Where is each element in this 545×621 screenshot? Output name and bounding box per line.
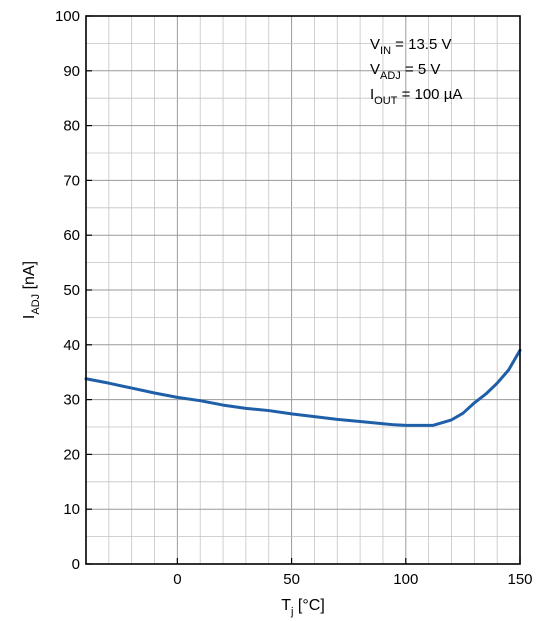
series-layer (84, 348, 522, 427)
x-tick-label: 100 (393, 571, 418, 588)
y-tick-label: 90 (63, 63, 80, 80)
y-tick-label: 10 (63, 501, 80, 518)
y-tick-label: 20 (63, 446, 80, 463)
annotation-line: IOUT = 100 µA (370, 86, 462, 107)
x-axis-title: Tj [°C] (281, 597, 325, 618)
y-tick-label: 100 (55, 8, 80, 25)
annotation-box: VIN = 13.5 V VADJ = 5 V IOUT = 100 µA (370, 36, 462, 107)
annotation-line: VIN = 13.5 V (370, 36, 451, 57)
x-tick-label: 150 (507, 571, 532, 588)
y-tick-label: 30 (63, 392, 80, 409)
y-axis-title: IADJ [nA] (21, 261, 42, 319)
ticks: 0 10 20 30 40 50 60 70 80 90 100 0 50 100 150 (55, 8, 533, 588)
y-tick-label: 50 (63, 282, 80, 299)
grid (86, 16, 520, 564)
y-tick-label: 60 (63, 227, 80, 244)
x-tick-label: 0 (173, 571, 181, 588)
y-tick-label: 40 (63, 337, 80, 354)
y-tick-label: 80 (63, 118, 80, 135)
y-tick-label: 0 (72, 556, 80, 573)
annotation-line: VADJ = 5 V (370, 61, 440, 82)
series-line (84, 348, 522, 427)
x-tick-label: 50 (283, 571, 300, 588)
y-tick-label: 70 (63, 172, 80, 189)
